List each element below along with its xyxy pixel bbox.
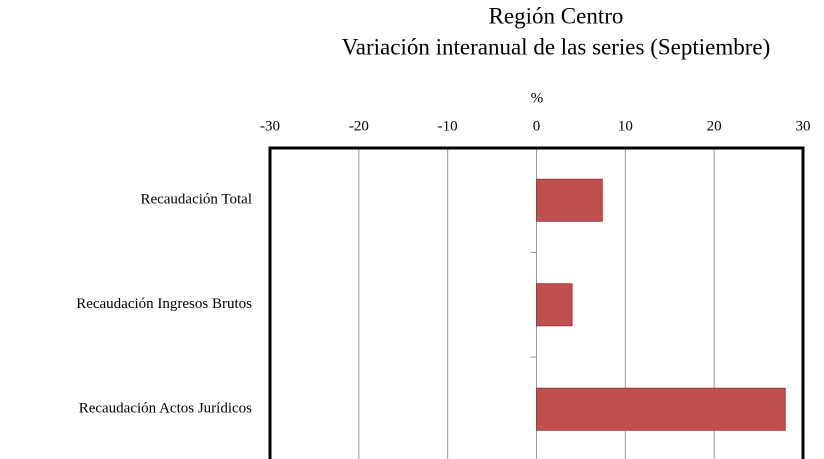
bar [536,387,786,431]
y-tick-label: Recaudación Actos Jurídicos [79,401,252,417]
x-tick-label: 0 [533,118,541,134]
x-axis-label: % [531,90,544,106]
x-tick-label: -10 [438,118,458,134]
bar [536,178,603,222]
y-tick-label: Recaudación Total [140,192,252,208]
x-tick-label: 20 [707,118,722,134]
x-tick-label: 30 [796,118,811,134]
chart-title: Región Centro [489,3,624,28]
bar [536,283,573,327]
chart-subtitle: Variación interanual de las series (Sept… [342,34,771,59]
plot-frame [268,146,805,459]
x-tick-label: -20 [349,118,369,134]
x-tick-label: 10 [618,118,633,134]
y-tick-label: Recaudación Ingresos Brutos [76,296,252,312]
x-tick-label: -30 [260,118,280,134]
